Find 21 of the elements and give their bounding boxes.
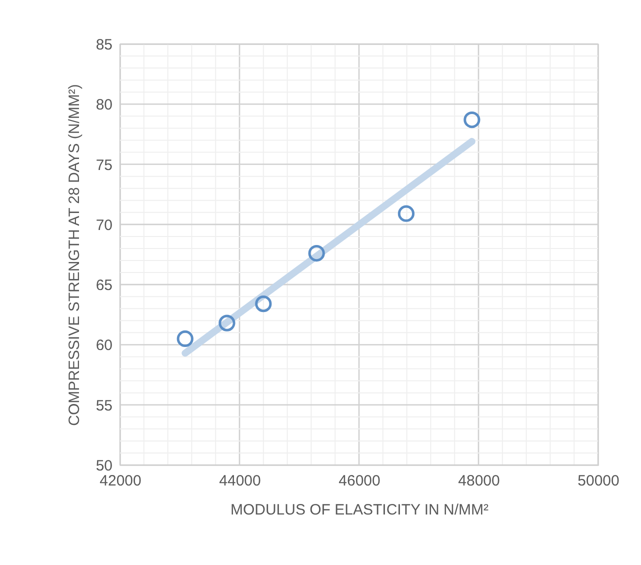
point xyxy=(308,244,325,262)
point xyxy=(398,205,415,222)
y-tick-label: 70 xyxy=(96,216,112,234)
x-tick-label: 44000 xyxy=(219,472,261,490)
y-tick-label: 60 xyxy=(96,337,112,354)
point xyxy=(218,314,236,332)
y-tick-label: 55 xyxy=(96,397,112,414)
y-tick-label: 50 xyxy=(96,458,112,474)
x-tick-label: 48000 xyxy=(458,472,500,490)
point xyxy=(255,296,272,312)
x-tick-label: 42000 xyxy=(100,472,142,490)
x-axis-title: MODULUS OF ELASTICITY IN N/MM² xyxy=(230,502,489,518)
y-tick-label: 85 xyxy=(96,36,112,54)
point xyxy=(176,330,194,348)
y-tick-label: 75 xyxy=(96,156,112,174)
y-axis-title: COMPRESSIVE STRENGTH AT 28 DAYS (N/MM²) xyxy=(66,84,83,426)
x-tick-label: 50000 xyxy=(578,472,620,490)
y-tick-label: 80 xyxy=(96,96,112,114)
x-tick-label: 46000 xyxy=(338,472,380,490)
point xyxy=(464,111,480,128)
y-tick-label: 65 xyxy=(96,277,112,294)
